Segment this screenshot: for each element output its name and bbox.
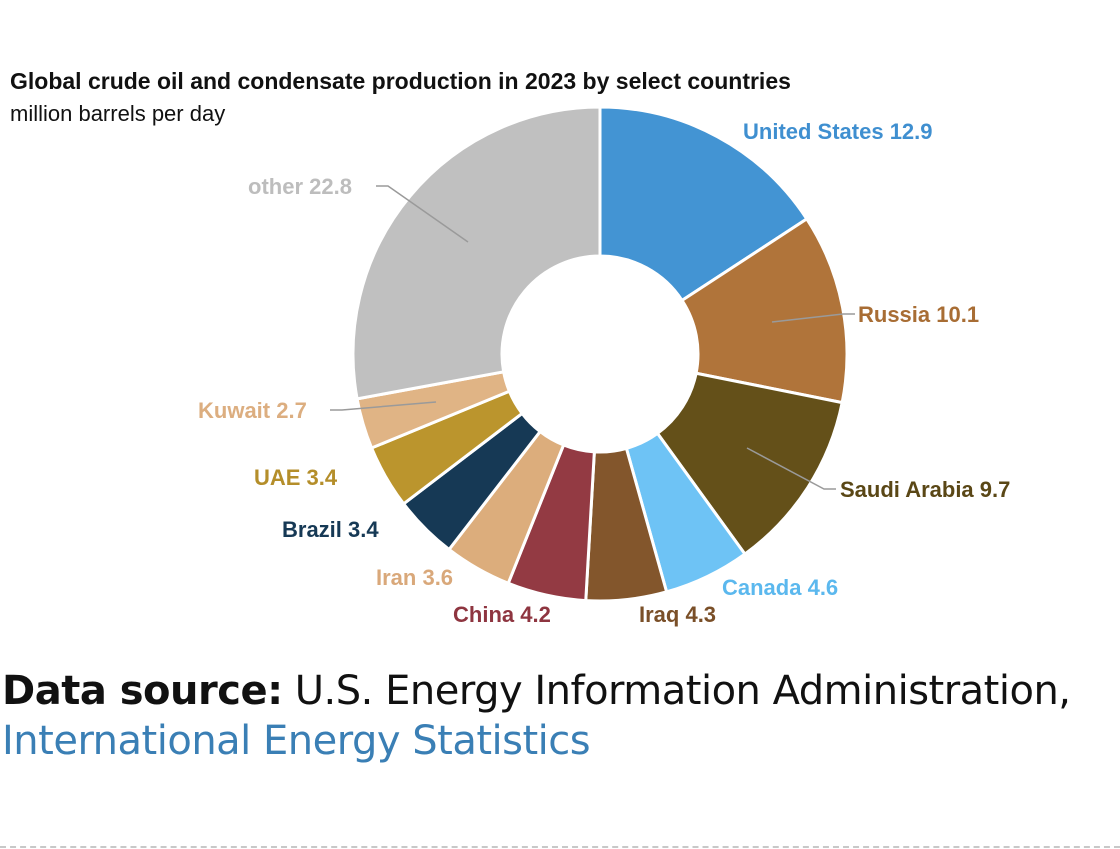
slice-other — [351, 105, 602, 401]
slice-russia — [679, 216, 849, 405]
slice-label-uae: UAE 3.4 — [254, 465, 338, 490]
chart-subtitle: million barrels per day — [10, 101, 226, 126]
slice-label-saudi-arabia: Saudi Arabia 9.7 — [840, 477, 1010, 502]
data-source-prefix: Data source: — [2, 668, 283, 714]
data-source-link[interactable]: International Energy Statistics — [2, 718, 591, 764]
data-source-text: U.S. Energy Information Administration, — [282, 668, 1071, 714]
slice-label-iran: Iran 3.6 — [376, 565, 453, 590]
slice-label-canada: Canada 4.6 — [722, 575, 838, 600]
leader-line-other — [376, 185, 469, 243]
slice-saudi-arabia — [655, 371, 844, 557]
slice-label-brazil: Brazil 3.4 — [282, 517, 379, 542]
leader-line-kuwait — [330, 401, 437, 411]
leader-line-saudi-arabia — [746, 447, 836, 490]
chart-title: Global crude oil and condensate producti… — [10, 68, 791, 94]
footer-divider — [0, 846, 1120, 848]
data-source: Data source: U.S. Energy Information Adm… — [2, 668, 1071, 714]
slice-label-kuwait: Kuwait 2.7 — [198, 398, 307, 423]
slice-label-china: China 4.2 — [453, 602, 551, 627]
slice-label-russia: Russia 10.1 — [858, 302, 979, 327]
slice-label-other: other 22.8 — [248, 174, 352, 199]
slice-label-united-states: United States 12.9 — [743, 119, 933, 144]
donut-chart: United States 12.9 Russia 10.1 Saudi Arabi… — [198, 105, 1010, 627]
leader-line-russia — [771, 313, 855, 323]
slice-label-iraq: Iraq 4.3 — [639, 602, 716, 627]
